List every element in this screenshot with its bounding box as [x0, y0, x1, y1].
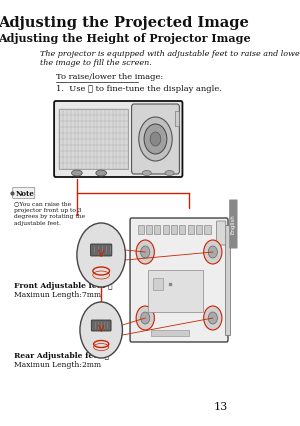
Bar: [151, 330, 188, 336]
FancyBboxPatch shape: [54, 101, 182, 177]
Circle shape: [208, 246, 218, 258]
Text: Adjusting the Projected Image: Adjusting the Projected Image: [0, 16, 249, 30]
Circle shape: [136, 240, 154, 264]
Text: The projector is equipped with adjustable feet to raise and lower: The projector is equipped with adjustabl…: [40, 50, 300, 58]
FancyBboxPatch shape: [229, 199, 238, 248]
Text: Rear Adjustable feet ①: Rear Adjustable feet ①: [14, 352, 109, 360]
Bar: [163, 225, 169, 234]
Circle shape: [204, 240, 222, 264]
FancyBboxPatch shape: [13, 187, 35, 199]
Text: Front Adjustable feet ①: Front Adjustable feet ①: [14, 282, 112, 290]
Bar: [171, 225, 177, 234]
Text: Note: Note: [15, 190, 34, 198]
Bar: [179, 225, 185, 234]
Text: 1.  Use ① to fine-tune the display angle.: 1. Use ① to fine-tune the display angle.: [56, 85, 221, 93]
Circle shape: [136, 306, 154, 330]
Bar: [153, 278, 164, 290]
Text: ○You can raise the
projector front up to 3
degrees by rotating the
adjustable fe: ○You can raise the projector front up to…: [14, 201, 85, 226]
FancyBboxPatch shape: [91, 244, 112, 256]
Ellipse shape: [165, 170, 174, 176]
Circle shape: [144, 124, 167, 154]
Text: To raise/lower the image:: To raise/lower the image:: [56, 73, 163, 81]
FancyBboxPatch shape: [130, 218, 228, 342]
Bar: [225, 225, 230, 335]
Bar: [138, 225, 144, 234]
Bar: [148, 270, 203, 312]
Circle shape: [141, 312, 150, 324]
Circle shape: [208, 312, 218, 324]
Text: Maximun Length:2mm: Maximun Length:2mm: [14, 361, 101, 369]
FancyBboxPatch shape: [217, 221, 226, 245]
Text: 13: 13: [214, 402, 228, 412]
Circle shape: [80, 302, 122, 358]
Bar: [196, 225, 202, 234]
Bar: [175, 111, 178, 126]
Bar: [146, 225, 152, 234]
Text: Adjusting the Height of Projector Image: Adjusting the Height of Projector Image: [0, 33, 250, 44]
Text: English: English: [231, 214, 236, 234]
FancyBboxPatch shape: [91, 320, 111, 331]
Text: the image to fill the screen.: the image to fill the screen.: [40, 59, 152, 67]
Circle shape: [150, 132, 161, 146]
FancyBboxPatch shape: [132, 104, 179, 174]
Circle shape: [77, 223, 125, 287]
Bar: [59, 109, 128, 169]
Bar: [154, 225, 161, 234]
Ellipse shape: [72, 170, 82, 176]
Circle shape: [139, 117, 172, 161]
Text: Maximun Length:7mm: Maximun Length:7mm: [14, 291, 101, 299]
Ellipse shape: [96, 170, 106, 176]
Circle shape: [141, 246, 150, 258]
Bar: [188, 225, 194, 234]
Ellipse shape: [142, 170, 151, 176]
Circle shape: [204, 306, 222, 330]
Bar: [205, 225, 211, 234]
